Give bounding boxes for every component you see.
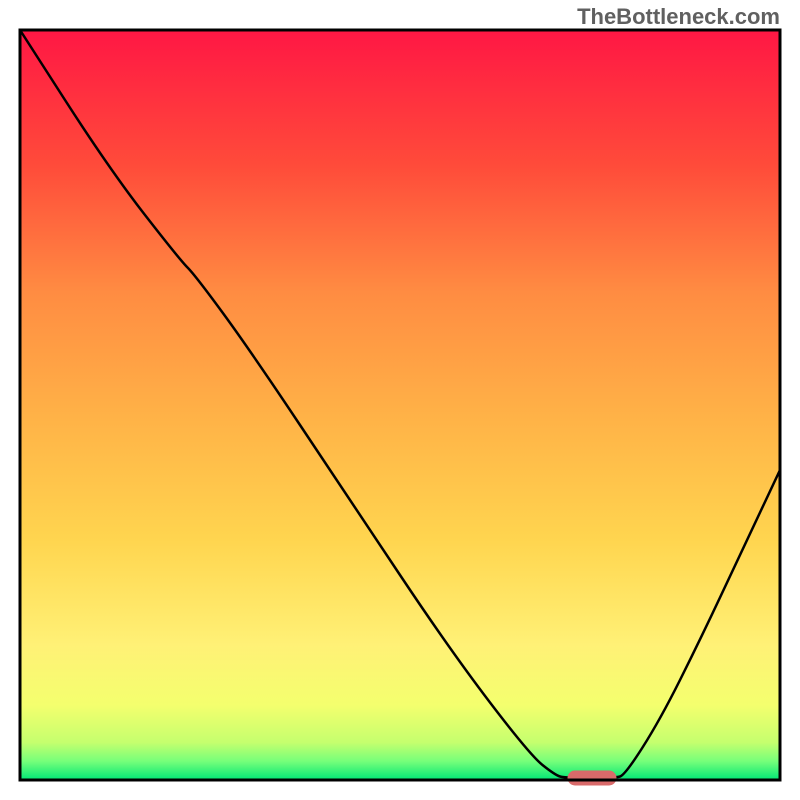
watermark-label: TheBottleneck.com — [577, 4, 780, 30]
chart-svg — [0, 0, 800, 800]
optimal-marker — [568, 771, 616, 785]
plot-background — [20, 30, 780, 780]
bottleneck-chart: TheBottleneck.com — [0, 0, 800, 800]
